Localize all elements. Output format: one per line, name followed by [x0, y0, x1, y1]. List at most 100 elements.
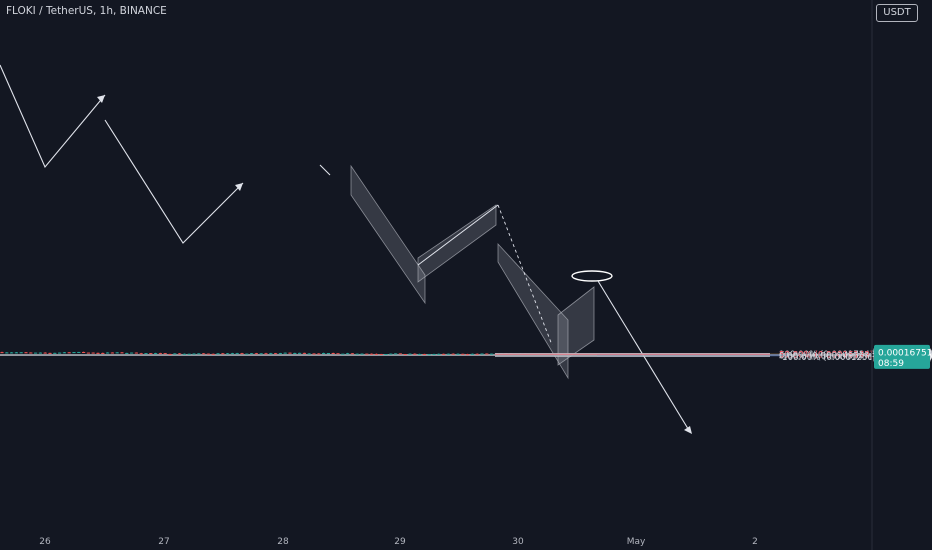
- candle-body: [346, 353, 350, 355]
- entry-ellipse: [571, 270, 613, 282]
- channel-down-1: [350, 164, 426, 305]
- candle-body: [82, 351, 86, 353]
- candle-body: [77, 351, 81, 353]
- candle-body: [178, 353, 182, 355]
- time-axis-tick: 2: [752, 537, 758, 547]
- countdown-label: 08:59: [878, 359, 904, 369]
- candle-body: [48, 352, 52, 354]
- candle-body: [466, 354, 470, 356]
- fib-level-label: -100.00% (0.00012566): [779, 353, 882, 363]
- candle-body: [202, 353, 206, 355]
- candle-body: [67, 352, 71, 354]
- candle-body: [490, 353, 494, 355]
- candle-body: [144, 353, 148, 355]
- fib-level-label: 78.60% (0.00016832): [779, 350, 873, 360]
- candle-body: [331, 353, 335, 355]
- candle-body: [446, 353, 450, 355]
- time-axis-tick: 30: [512, 537, 524, 547]
- candle-body: [370, 353, 374, 355]
- candle-body: [216, 353, 220, 355]
- candle-body: [29, 352, 33, 354]
- projection-dashed-line: [497, 204, 553, 346]
- candle-body: [125, 352, 129, 354]
- candle-body: [480, 353, 484, 355]
- candle-body: [19, 352, 23, 354]
- time-axis-tick: 27: [158, 537, 169, 547]
- candle-body: [0, 352, 4, 354]
- candle-body: [259, 353, 263, 355]
- candle-body: [264, 353, 268, 355]
- channel-up-2: [557, 286, 595, 366]
- candle-body: [43, 352, 47, 354]
- candle-body: [408, 353, 412, 355]
- candle-body: [432, 354, 436, 356]
- candle-body: [326, 353, 330, 355]
- candle-body: [110, 352, 114, 354]
- candle-body: [365, 353, 369, 355]
- candle-body: [470, 353, 474, 355]
- candle-body: [379, 353, 383, 355]
- candle-body: [168, 353, 172, 355]
- candle-body: [384, 354, 388, 356]
- candle-body: [187, 353, 191, 355]
- candle-body: [456, 353, 460, 355]
- candle-body: [336, 353, 340, 355]
- zigzag-line-1: [0, 64, 106, 169]
- candle-body: [96, 352, 100, 354]
- current-price-badge: [874, 344, 930, 369]
- candle-body: [274, 353, 278, 355]
- candle-body: [283, 352, 287, 354]
- candle-body: [394, 353, 398, 355]
- currency-button[interactable]: USDT: [876, 4, 918, 22]
- candle-body: [24, 352, 28, 354]
- candle-body: [461, 353, 465, 355]
- candle-body: [158, 353, 162, 355]
- candle-body: [163, 353, 167, 355]
- candle-body: [269, 353, 273, 355]
- candle-body: [389, 353, 393, 355]
- candle-body: [91, 352, 95, 354]
- candle-body: [221, 353, 225, 355]
- candle-body: [53, 352, 57, 354]
- candle-body: [451, 353, 455, 355]
- candle-body: [38, 352, 42, 354]
- candle-body: [475, 353, 479, 355]
- arrow-head-icon: [684, 426, 692, 434]
- candle-body: [230, 353, 234, 355]
- candle-body: [442, 353, 446, 355]
- candle-body: [250, 353, 254, 355]
- candle-body: [192, 353, 196, 355]
- candle-body: [278, 353, 282, 355]
- candle-body: [134, 352, 138, 354]
- fib-level-label: 50.00% (0.00016149): [779, 351, 873, 361]
- candle-body: [211, 353, 215, 355]
- zigzag-line-3: [319, 164, 331, 176]
- channel-up-1: [417, 204, 497, 283]
- time-axis-tick: May: [627, 537, 646, 547]
- candle-body: [240, 353, 244, 355]
- candle-body: [10, 352, 14, 354]
- candle-body: [413, 353, 417, 355]
- candle-body: [206, 353, 210, 355]
- fib-level-label: 100.00% (0.00017343): [779, 350, 879, 360]
- zigzag-line-2: [104, 119, 244, 244]
- symbol-title[interactable]: FLOKI / TetherUS, 1h, BINANCE: [6, 5, 167, 17]
- candle-body: [72, 352, 76, 354]
- candle-body: [139, 353, 143, 355]
- fib-level-label: 61.80% (0.00016431): [779, 351, 873, 361]
- candle-body: [5, 352, 9, 354]
- candle-body: [422, 353, 426, 355]
- candle-body: [182, 353, 186, 355]
- time-axis-tick: 29: [394, 537, 406, 547]
- candle-body: [62, 352, 66, 354]
- candle-body: [154, 353, 158, 355]
- candle-body: [298, 352, 302, 354]
- candle-body: [312, 353, 316, 355]
- candle-body: [226, 353, 230, 355]
- channel-down-2: [497, 242, 569, 380]
- candle-body: [398, 353, 402, 355]
- candle-body: [14, 352, 18, 354]
- candle-body: [58, 352, 62, 354]
- candle-body: [106, 352, 110, 354]
